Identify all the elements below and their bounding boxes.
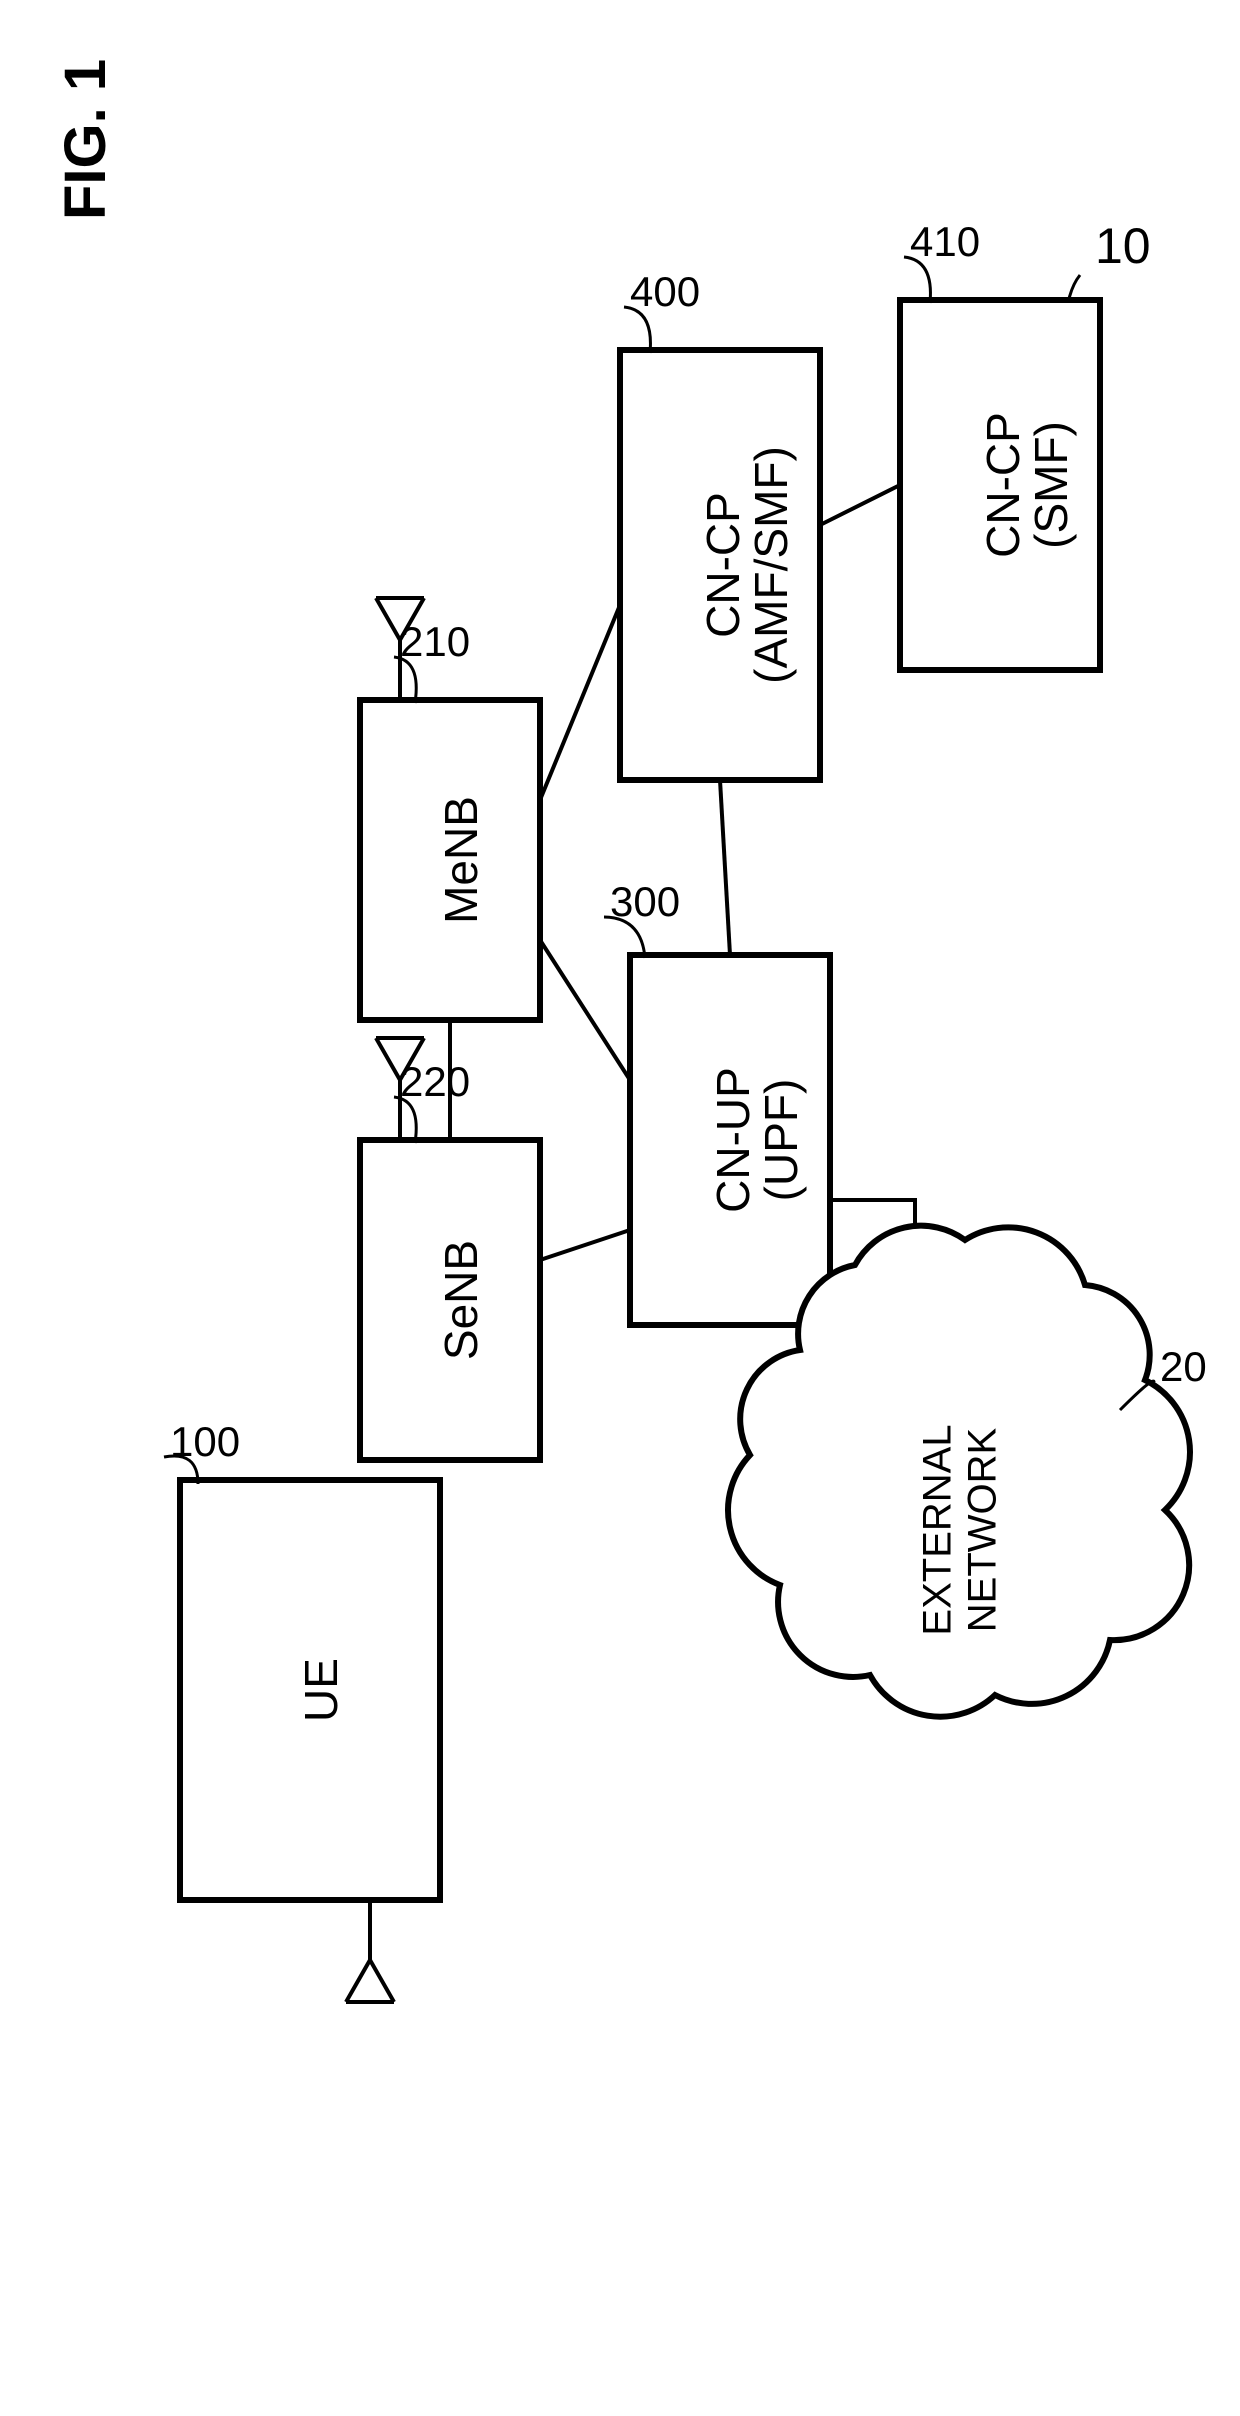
- ref-menb: 210: [400, 618, 470, 665]
- ref-cncp2: 410: [910, 218, 980, 265]
- ref-senb: 220: [400, 1058, 470, 1105]
- node-ue-label1: UE: [295, 1658, 347, 1722]
- node-senb: SeNB: [360, 1140, 540, 1460]
- node-cncp2-label1: CN-CP: [977, 412, 1029, 558]
- figure-title: FIG. 1: [53, 59, 118, 220]
- ref-cncp1: 400: [630, 268, 700, 315]
- node-ext-label2: NETWORK: [961, 1427, 1005, 1632]
- node-menb: MeNB: [360, 700, 540, 1020]
- node-cncp1: CN-CP(AMF/SMF): [620, 350, 820, 780]
- antenna-ue: [346, 1900, 394, 2002]
- node-menb-label1: MeNB: [435, 796, 487, 924]
- node-cncp1-label1: CN-CP: [697, 492, 749, 638]
- node-cncp2: CN-CP(SMF): [900, 300, 1100, 670]
- link-cncp1-cncp2: [820, 485, 900, 525]
- ref-cnup: 300: [610, 878, 680, 925]
- node-cncp1-label2: (AMF/SMF): [745, 446, 797, 684]
- node-cnup-label2: (UPF): [755, 1079, 807, 1202]
- link-menb-cnup: [540, 940, 630, 1080]
- ref-ext: 20: [1160, 1343, 1207, 1390]
- system-ref-number: 10: [1095, 218, 1151, 274]
- node-cnup: CN-UP(UPF): [630, 955, 830, 1325]
- node-ue: UE: [180, 1480, 440, 1900]
- link-menb-cncp1: [540, 605, 620, 800]
- node-cnup-label1: CN-UP: [707, 1067, 759, 1213]
- node-cncp2-label2: (SMF): [1025, 421, 1077, 549]
- node-senb-label1: SeNB: [435, 1240, 487, 1360]
- node-ext-label1: EXTERNAL: [916, 1424, 960, 1635]
- link-cncp1-cnup: [720, 780, 730, 955]
- link-senb-cnup: [540, 1230, 630, 1260]
